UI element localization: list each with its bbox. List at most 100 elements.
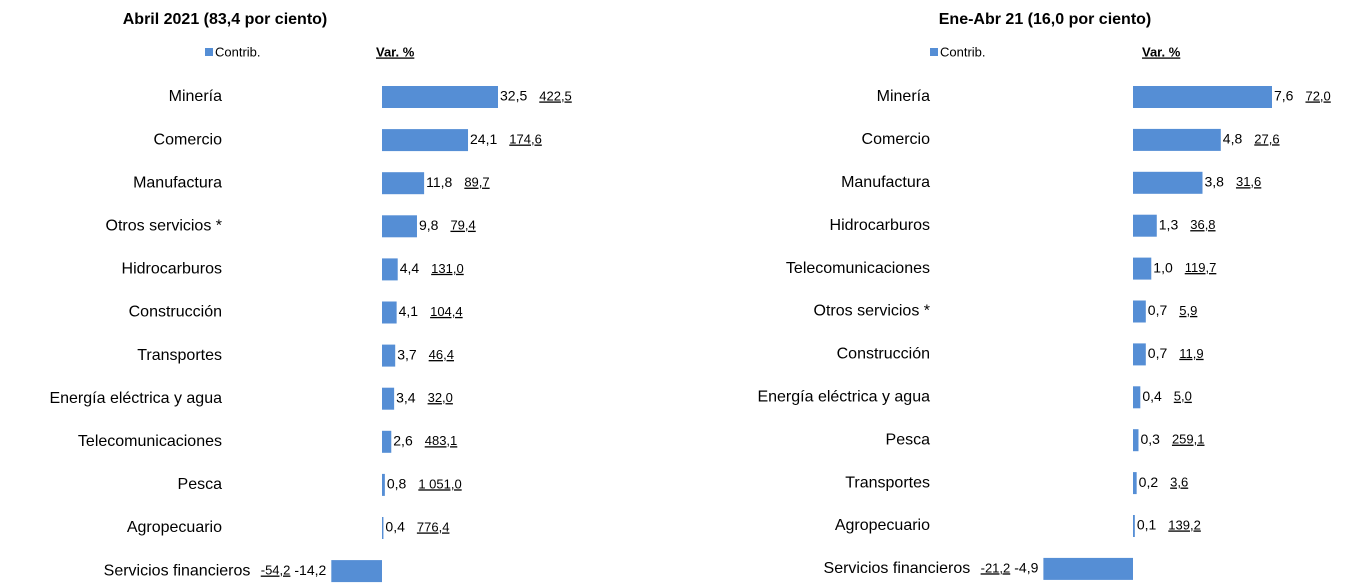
bar bbox=[1133, 472, 1137, 495]
value-label: 4,8 bbox=[1223, 131, 1243, 147]
value-label: 3,8 bbox=[1205, 174, 1225, 190]
var-label: 27,6 bbox=[1254, 131, 1279, 146]
value-label: 1,0 bbox=[1153, 259, 1173, 275]
bar bbox=[382, 517, 384, 539]
bar bbox=[1043, 557, 1133, 580]
category-label: Construcción bbox=[837, 346, 930, 363]
category-label: Pesca bbox=[886, 431, 931, 448]
var-label: 1 051,0 bbox=[418, 476, 461, 491]
var-label: 36,8 bbox=[1190, 217, 1215, 232]
bar bbox=[1133, 300, 1146, 323]
var-label: 5,9 bbox=[1179, 303, 1197, 318]
var-label: 46,4 bbox=[429, 347, 454, 362]
var-header: Var. % bbox=[376, 44, 415, 59]
value-label: 9,8 bbox=[419, 217, 439, 233]
category-label: Transportes bbox=[137, 347, 222, 364]
value-label: 11,8 bbox=[426, 174, 452, 190]
category-label: Construcción bbox=[129, 304, 222, 321]
var-label: 31,6 bbox=[1236, 174, 1261, 189]
category-label: Agropecuario bbox=[127, 519, 222, 536]
bar bbox=[382, 301, 397, 324]
var-label: 5,0 bbox=[1174, 389, 1192, 404]
bar bbox=[382, 129, 469, 152]
bar bbox=[1133, 429, 1139, 452]
chart-title: Ene-Abr 21 (16,0 por ciento) bbox=[939, 11, 1152, 28]
value-label: 0,7 bbox=[1148, 345, 1168, 361]
value-label: 0,7 bbox=[1148, 302, 1168, 318]
category-label: Manufactura bbox=[133, 174, 222, 191]
value-label: 24,1 bbox=[470, 131, 497, 147]
category-label: Transportes bbox=[845, 474, 930, 491]
value-label: 1,3 bbox=[1159, 216, 1179, 232]
value-label: 7,6 bbox=[1274, 88, 1294, 104]
bar bbox=[1133, 128, 1221, 151]
value-label: 3,7 bbox=[397, 346, 417, 362]
category-label: Comercio bbox=[154, 131, 223, 148]
legend-label: Contrib. bbox=[215, 44, 261, 59]
value-label: 3,4 bbox=[396, 389, 416, 405]
category-label: Minería bbox=[169, 88, 222, 105]
var-label: 32,0 bbox=[428, 390, 453, 405]
category-label: Telecomunicaciones bbox=[786, 260, 930, 277]
category-label: Servicios financieros bbox=[824, 560, 971, 577]
category-label: Energía eléctrica y agua bbox=[49, 390, 222, 407]
category-label: Agropecuario bbox=[835, 517, 930, 534]
bar bbox=[1133, 343, 1146, 366]
bar bbox=[382, 344, 396, 367]
category-label: Energía eléctrica y agua bbox=[757, 389, 930, 406]
var-label: 89,7 bbox=[464, 175, 489, 190]
value-label: 0,4 bbox=[1142, 388, 1162, 404]
legend-label: Contrib. bbox=[940, 44, 986, 59]
bar bbox=[1133, 214, 1157, 237]
var-label: 104,4 bbox=[430, 304, 463, 319]
category-label: Comercio bbox=[862, 131, 931, 148]
bar bbox=[382, 387, 395, 410]
category-label: Telecomunicaciones bbox=[78, 433, 222, 450]
var-label: 776,4 bbox=[417, 519, 450, 534]
value-label: 0,1 bbox=[1137, 517, 1157, 533]
category-label: Pesca bbox=[178, 476, 223, 493]
legend-swatch bbox=[930, 48, 938, 56]
bar bbox=[331, 560, 382, 583]
var-header: Var. % bbox=[1142, 44, 1181, 59]
value-label: -4,9 bbox=[1014, 560, 1038, 576]
category-label: Minería bbox=[877, 88, 930, 105]
var-label: 119,7 bbox=[1185, 260, 1217, 275]
bar bbox=[1133, 257, 1152, 280]
var-label: 3,6 bbox=[1170, 475, 1188, 490]
value-label: 4,4 bbox=[400, 260, 420, 276]
bar bbox=[382, 258, 398, 281]
bar bbox=[382, 430, 392, 453]
var-label: 139,2 bbox=[1168, 517, 1201, 532]
category-label: Servicios financieros bbox=[104, 562, 251, 579]
var-label: 174,6 bbox=[509, 132, 542, 147]
value-label: 0,4 bbox=[385, 519, 405, 535]
bar bbox=[1133, 515, 1135, 537]
bar bbox=[1133, 171, 1203, 194]
var-label: -21,2 bbox=[981, 560, 1011, 575]
var-label: 11,9 bbox=[1179, 346, 1203, 361]
value-label: 0,3 bbox=[1140, 431, 1160, 447]
category-label: Manufactura bbox=[841, 174, 930, 191]
value-label: 0,2 bbox=[1139, 474, 1159, 490]
var-label: 79,4 bbox=[450, 218, 475, 233]
bar bbox=[382, 473, 385, 496]
var-label: 422,5 bbox=[539, 88, 572, 103]
bar bbox=[382, 86, 498, 108]
bar bbox=[1133, 386, 1141, 409]
category-label: Hidrocarburos bbox=[122, 261, 222, 278]
value-label: 2,6 bbox=[393, 433, 413, 449]
value-label: 32,5 bbox=[500, 88, 527, 104]
var-label: 72,0 bbox=[1305, 88, 1330, 103]
var-label: 483,1 bbox=[425, 433, 458, 448]
value-label: -14,2 bbox=[294, 562, 326, 578]
category-label: Hidrocarburos bbox=[830, 217, 930, 234]
value-label: 4,1 bbox=[399, 303, 419, 319]
bar bbox=[382, 172, 425, 195]
value-label: 0,8 bbox=[387, 476, 407, 492]
category-label: Otros servicios * bbox=[106, 218, 222, 235]
legend-swatch bbox=[205, 48, 213, 56]
var-label: 259,1 bbox=[1172, 432, 1205, 447]
bar bbox=[382, 215, 417, 238]
